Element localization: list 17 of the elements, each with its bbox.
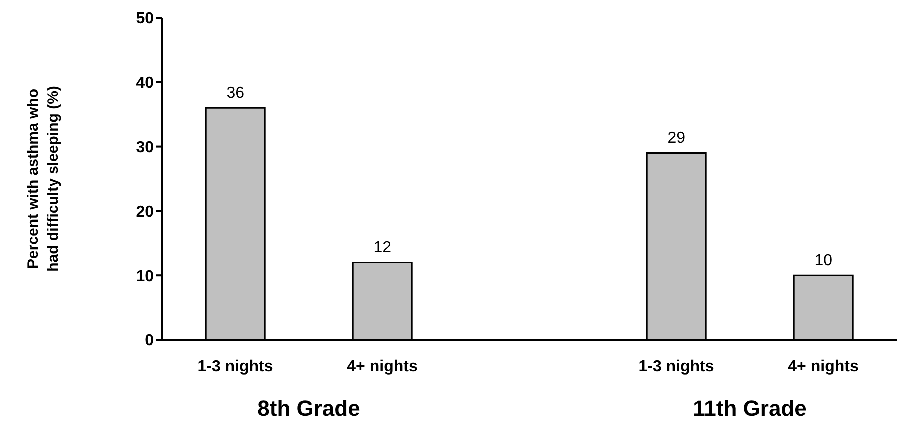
y-tick-label: 0: [145, 332, 154, 350]
data-label: 36: [226, 85, 245, 102]
x-tick-label: 4+ nights: [788, 358, 859, 376]
y-tick-label: 50: [136, 10, 154, 28]
data-label: 29: [668, 130, 686, 148]
text: 11th Grade: [692, 396, 808, 422]
x-tick-label: 1-3 nights: [198, 358, 274, 376]
data-label: 10: [814, 252, 833, 270]
y-tick-label: 40: [136, 75, 154, 92]
text: 8th Grade: [256, 396, 362, 422]
y-tick-label: 10: [136, 268, 154, 286]
data-label: 12: [374, 240, 392, 257]
y-tick-label: 20: [136, 204, 154, 221]
y-tick-label: 30: [136, 139, 154, 156]
x-tick-label: 1-3 nights: [638, 358, 714, 376]
y-axis-title: Percent with asthma who had difficulty sleeping (%): [25, 86, 62, 272]
x-tick-label: 4+ nights: [347, 358, 418, 376]
